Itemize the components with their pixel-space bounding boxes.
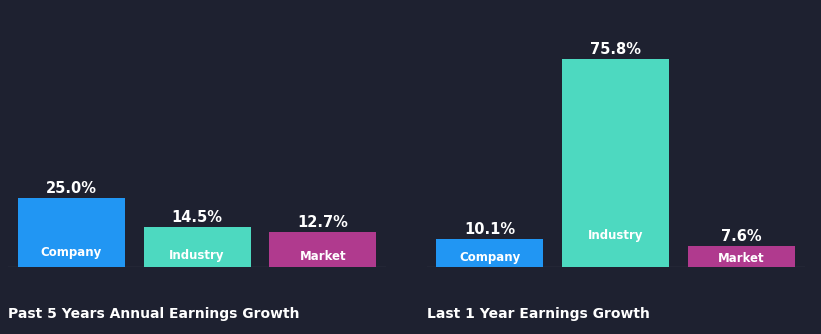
- Text: Industry: Industry: [588, 229, 644, 242]
- Text: 14.5%: 14.5%: [172, 210, 222, 225]
- Text: Past 5 Years Annual Earnings Growth: Past 5 Years Annual Earnings Growth: [8, 307, 300, 321]
- Text: 10.1%: 10.1%: [465, 222, 516, 237]
- Text: 75.8%: 75.8%: [590, 41, 641, 56]
- Text: Industry: Industry: [169, 249, 225, 263]
- Bar: [269, 232, 376, 267]
- Bar: [688, 246, 795, 267]
- Text: 25.0%: 25.0%: [46, 181, 97, 196]
- Text: 12.7%: 12.7%: [297, 215, 348, 230]
- Text: 7.6%: 7.6%: [722, 229, 762, 244]
- Text: Market: Market: [300, 250, 346, 263]
- Text: Company: Company: [459, 251, 521, 264]
- Text: Company: Company: [40, 246, 102, 259]
- Bar: [18, 198, 125, 267]
- Bar: [144, 227, 250, 267]
- Text: Market: Market: [718, 252, 765, 265]
- Text: Last 1 Year Earnings Growth: Last 1 Year Earnings Growth: [427, 307, 649, 321]
- Bar: [562, 59, 669, 267]
- Bar: [437, 239, 544, 267]
